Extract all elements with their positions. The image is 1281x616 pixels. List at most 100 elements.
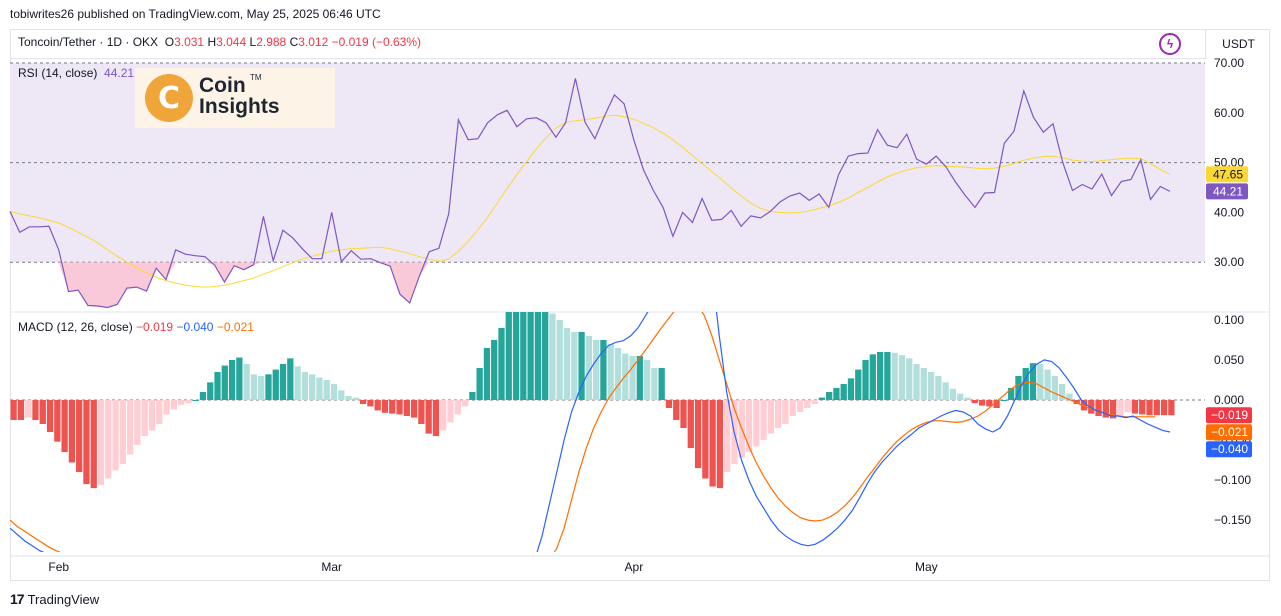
macd-histogram-bar [76, 400, 83, 473]
macd-histogram-bar [148, 400, 156, 431]
macd-histogram-bar [170, 400, 177, 410]
macd-histogram-bar [1146, 400, 1153, 416]
header-divider [10, 58, 1205, 59]
macd-histogram-bar [83, 400, 90, 485]
macd-histogram-bar [294, 366, 301, 400]
macd-histogram-bar [1015, 375, 1022, 400]
macd-line-value: −0.040 [176, 320, 214, 334]
macd-histogram-bar [542, 312, 549, 400]
macd-histogram-bar [1153, 400, 1160, 416]
currency-selector[interactable]: USDT [1205, 29, 1271, 59]
symbol-name[interactable]: Toncoin/Tether · 1D · OKX [18, 35, 159, 49]
publish-info: tobiwrites26 published on TradingView.co… [10, 7, 381, 21]
macd-histogram-bar [403, 400, 410, 417]
macd-histogram-bar [476, 367, 483, 400]
time-axis-tick: Apr [625, 560, 644, 574]
macd-histogram-bar [1168, 400, 1175, 416]
rsi-oversold-fill [370, 262, 430, 304]
macd-histogram-bar [986, 400, 993, 407]
rsi-label: RSI (14, close) [18, 66, 98, 80]
macd-price-tag [1206, 424, 1252, 441]
rsi-y-tick: 70.00 [1214, 56, 1244, 70]
macd-y-tick: 0.100 [1214, 313, 1244, 327]
macd-histogram-bar [578, 331, 585, 400]
macd-histogram-bar [913, 363, 920, 400]
macd-histogram-bar [767, 400, 775, 434]
macd-histogram-bar [454, 400, 461, 415]
macd-histogram-bar [898, 355, 906, 400]
macd-histogram-bar [461, 400, 469, 407]
macd-histogram-bar [1059, 383, 1066, 400]
macd-signal-line [10, 312, 1156, 552]
macd-histogram-bar [775, 400, 782, 429]
macd-histogram-bar [556, 319, 563, 400]
macd-histogram-bar [760, 400, 767, 441]
macd-histogram-bar [855, 369, 862, 400]
macd-legend[interactable]: MACD (12, 26, close) −0.019 −0.040 −0.02… [18, 320, 254, 334]
macd-histogram-bar [709, 400, 716, 487]
macd-histogram-bar [1139, 400, 1146, 415]
macd-histogram-bar [258, 375, 265, 400]
macd-histogram-bar [942, 382, 949, 400]
macd-histogram-bar [214, 371, 221, 400]
lightning-icon[interactable]: ϟ [1159, 33, 1181, 55]
macd-histogram-bar [935, 375, 942, 400]
macd-histogram-bar [826, 391, 833, 400]
macd-histogram-bar [716, 400, 724, 489]
macd-histogram-bar [1124, 400, 1131, 413]
macd-histogram-bar [309, 374, 316, 400]
logo-line1: Coin [199, 74, 246, 97]
macd-histogram-bar [39, 400, 46, 425]
rsi-price-tag [1206, 166, 1248, 183]
macd-histogram-bar [1073, 400, 1080, 405]
macd-histogram-bar [658, 367, 665, 400]
macd-histogram-bar [512, 312, 520, 400]
macd-histogram-bar [345, 395, 352, 400]
rsi-price-tag [1206, 183, 1248, 200]
macd-histogram-bar [25, 400, 32, 418]
footer-brand[interactable]: TradingView [27, 591, 100, 607]
macd-histogram-bar [869, 354, 876, 400]
macd-histogram-bar [68, 400, 76, 463]
macd-histogram-bar [643, 359, 651, 400]
macd-histogram-bar [927, 371, 935, 400]
rsi-tag-label: 44.21 [1213, 184, 1243, 198]
rsi-legend[interactable]: RSI (14, close) 44.21 [18, 66, 134, 80]
macd-histogram-bar [1088, 400, 1095, 414]
macd-histogram-bar [367, 400, 374, 407]
chart-frame [10, 29, 1270, 581]
rsi-y-tick: 40.00 [1214, 205, 1244, 219]
macd-histogram-bar [884, 351, 891, 400]
open-value: 3.031 [174, 35, 205, 49]
macd-price-tag [1206, 407, 1252, 424]
macd-histogram-bar [753, 400, 760, 447]
macd-histogram-bar [614, 347, 622, 400]
macd-histogram-bar [192, 400, 199, 401]
macd-histogram-bar [17, 400, 25, 421]
macd-price-tag [1206, 441, 1252, 458]
macd-histogram-bar [527, 312, 534, 400]
symbol-legend: Toncoin/Tether · 1D · OKX O3.031 H3.044 … [18, 35, 421, 49]
macd-histogram-bar [978, 400, 986, 406]
macd-histogram-bar [279, 363, 287, 400]
macd-histogram-bar [287, 358, 294, 400]
macd-histogram-bar [1029, 363, 1037, 400]
macd-histogram-bar [796, 400, 804, 413]
macd-histogram-bar [782, 400, 789, 425]
macd-y-tick: 0.050 [1214, 353, 1244, 367]
macd-histogram-bar [32, 400, 39, 421]
high-value: 3.044 [216, 35, 247, 49]
macd-histogram-bar [847, 378, 855, 400]
open-label: O [164, 35, 175, 49]
macd-histogram-bar [236, 357, 243, 400]
macd-histogram-bar [971, 400, 978, 404]
macd-label: MACD (12, 26, close) [18, 320, 133, 334]
macd-histogram-bar [1066, 393, 1073, 400]
macd-histogram-bar [61, 400, 68, 453]
macd-histogram-bar [425, 400, 432, 434]
macd-histogram-bar [338, 390, 345, 400]
macd-histogram-bar [199, 391, 207, 400]
macd-histogram-bar [112, 400, 119, 471]
tradingview-logo-icon: 17 [10, 591, 25, 607]
macd-histogram-bar [243, 363, 250, 400]
